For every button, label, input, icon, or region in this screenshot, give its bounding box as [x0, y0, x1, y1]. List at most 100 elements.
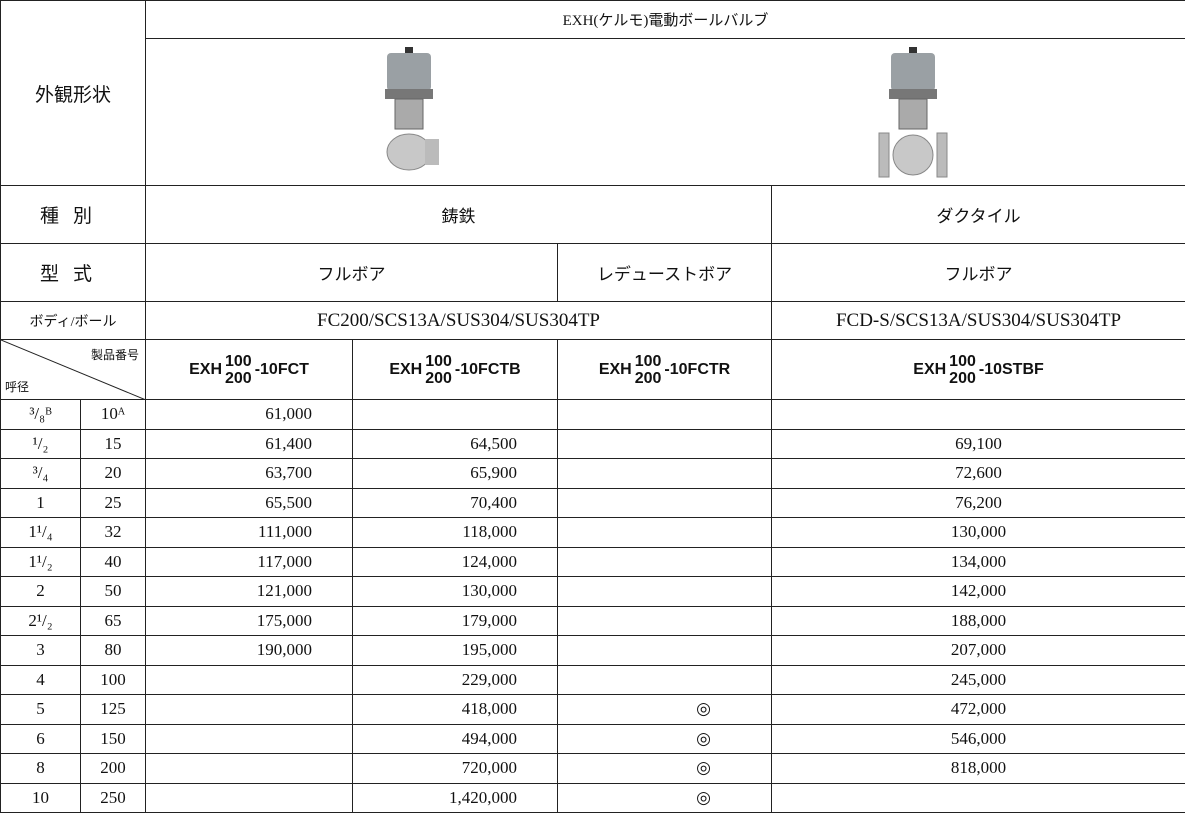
cell: 100 [81, 665, 146, 695]
cell: 65,900 [353, 459, 558, 489]
price: 121,000 [257, 581, 312, 600]
cell: 118,000 [353, 518, 558, 548]
cell: 142,000 [772, 577, 1185, 607]
data-row: ¹/₂ 15 61,400 64,500 69,100 [1, 429, 1185, 459]
price: 61,000 [265, 404, 312, 423]
price: 111,000 [258, 522, 312, 541]
size-mm: 250 [100, 788, 126, 807]
cell [146, 665, 353, 695]
code-top: 100 [635, 353, 662, 370]
code-top: 100 [225, 353, 252, 370]
cell: 546,000 [772, 724, 1185, 754]
size-mm: 100 [100, 670, 126, 689]
cell: 472,000 [772, 695, 1185, 725]
cell: 40 [81, 547, 146, 577]
code-top: 100 [949, 353, 976, 370]
cell: 61,400 [146, 429, 353, 459]
code-prefix: EXH [189, 361, 222, 378]
valve-images [146, 39, 1185, 185]
code-prefix: EXH [913, 361, 946, 378]
size-inch: 8 [36, 758, 45, 777]
cell [146, 695, 353, 725]
type-cast: 鋳鉄 [146, 186, 772, 244]
cell: ◎ [558, 695, 772, 725]
cell: 130,000 [353, 577, 558, 607]
code-prefix: EXH [389, 361, 422, 378]
type-label: 種別 [1, 186, 146, 244]
cell: 117,000 [146, 547, 353, 577]
cell: 1 [1, 488, 81, 518]
size-mm: 80 [105, 640, 122, 659]
cell: 69,100 [772, 429, 1185, 459]
cell: 418,000 [353, 695, 558, 725]
cell: 188,000 [772, 606, 1185, 636]
cell: 20 [81, 459, 146, 489]
code-suffix: -10FCTB [455, 361, 521, 378]
code-suffix: -10FCT [255, 361, 309, 378]
cell: 5 [1, 695, 81, 725]
product-label: 製品番号 [91, 346, 139, 363]
size-inch: 10 [32, 788, 49, 807]
price: 64,500 [470, 434, 517, 453]
price: 188,000 [951, 611, 1006, 630]
size-inch: ¹/₂ [33, 434, 49, 453]
size-inch: 1¹/₂ [28, 552, 52, 571]
price: 65,500 [265, 493, 312, 512]
cell [558, 665, 772, 695]
price: 207,000 [951, 640, 1006, 659]
price: 65,900 [470, 463, 517, 482]
cell [558, 400, 772, 430]
size-mm: 15 [105, 434, 122, 453]
form-full: フルボア [146, 244, 558, 302]
size-inch: ³/₄ [33, 463, 49, 482]
appearance-label: 外観形状 [1, 1, 146, 186]
cell: 1¹/₂ [1, 547, 81, 577]
size-mm: 125 [100, 699, 126, 718]
cell: 1,420,000 [353, 783, 558, 813]
series-title: EXH(ケルモ)電動ボールバルブ [146, 1, 1185, 39]
cell: 64,500 [353, 429, 558, 459]
size-inch: 5 [36, 699, 45, 718]
cell [558, 636, 772, 666]
code-top: 100 [425, 353, 452, 370]
cell [146, 724, 353, 754]
cell: 65,500 [146, 488, 353, 518]
cell: 8 [1, 754, 81, 784]
price: 130,000 [462, 581, 517, 600]
cell [558, 518, 772, 548]
cell: 190,000 [146, 636, 353, 666]
size-mm: 40 [105, 552, 122, 571]
cell: 200 [81, 754, 146, 784]
cell: 130,000 [772, 518, 1185, 548]
cell: 229,000 [353, 665, 558, 695]
cell: 121,000 [146, 577, 353, 607]
cell: 4 [1, 665, 81, 695]
price: 63,700 [265, 463, 312, 482]
size-inch: 2¹/₂ [28, 611, 52, 630]
cell: 150 [81, 724, 146, 754]
cell: 111,000 [146, 518, 353, 548]
size-mm: 150 [100, 729, 126, 748]
code-suffix: -10FCTR [664, 361, 730, 378]
size-inch: 1 [36, 493, 45, 512]
form-reduced: レデューストボア [558, 244, 772, 302]
material-ductile: FCD-S/SCS13A/SUS304/SUS304TP [772, 302, 1185, 340]
cell: 2¹/₂ [1, 606, 81, 636]
cell: 245,000 [772, 665, 1185, 695]
cell: 494,000 [353, 724, 558, 754]
code-prefix: EXH [599, 361, 632, 378]
price: 70,400 [470, 493, 517, 512]
cell: ¹/₂ [1, 429, 81, 459]
price: 190,000 [257, 640, 312, 659]
